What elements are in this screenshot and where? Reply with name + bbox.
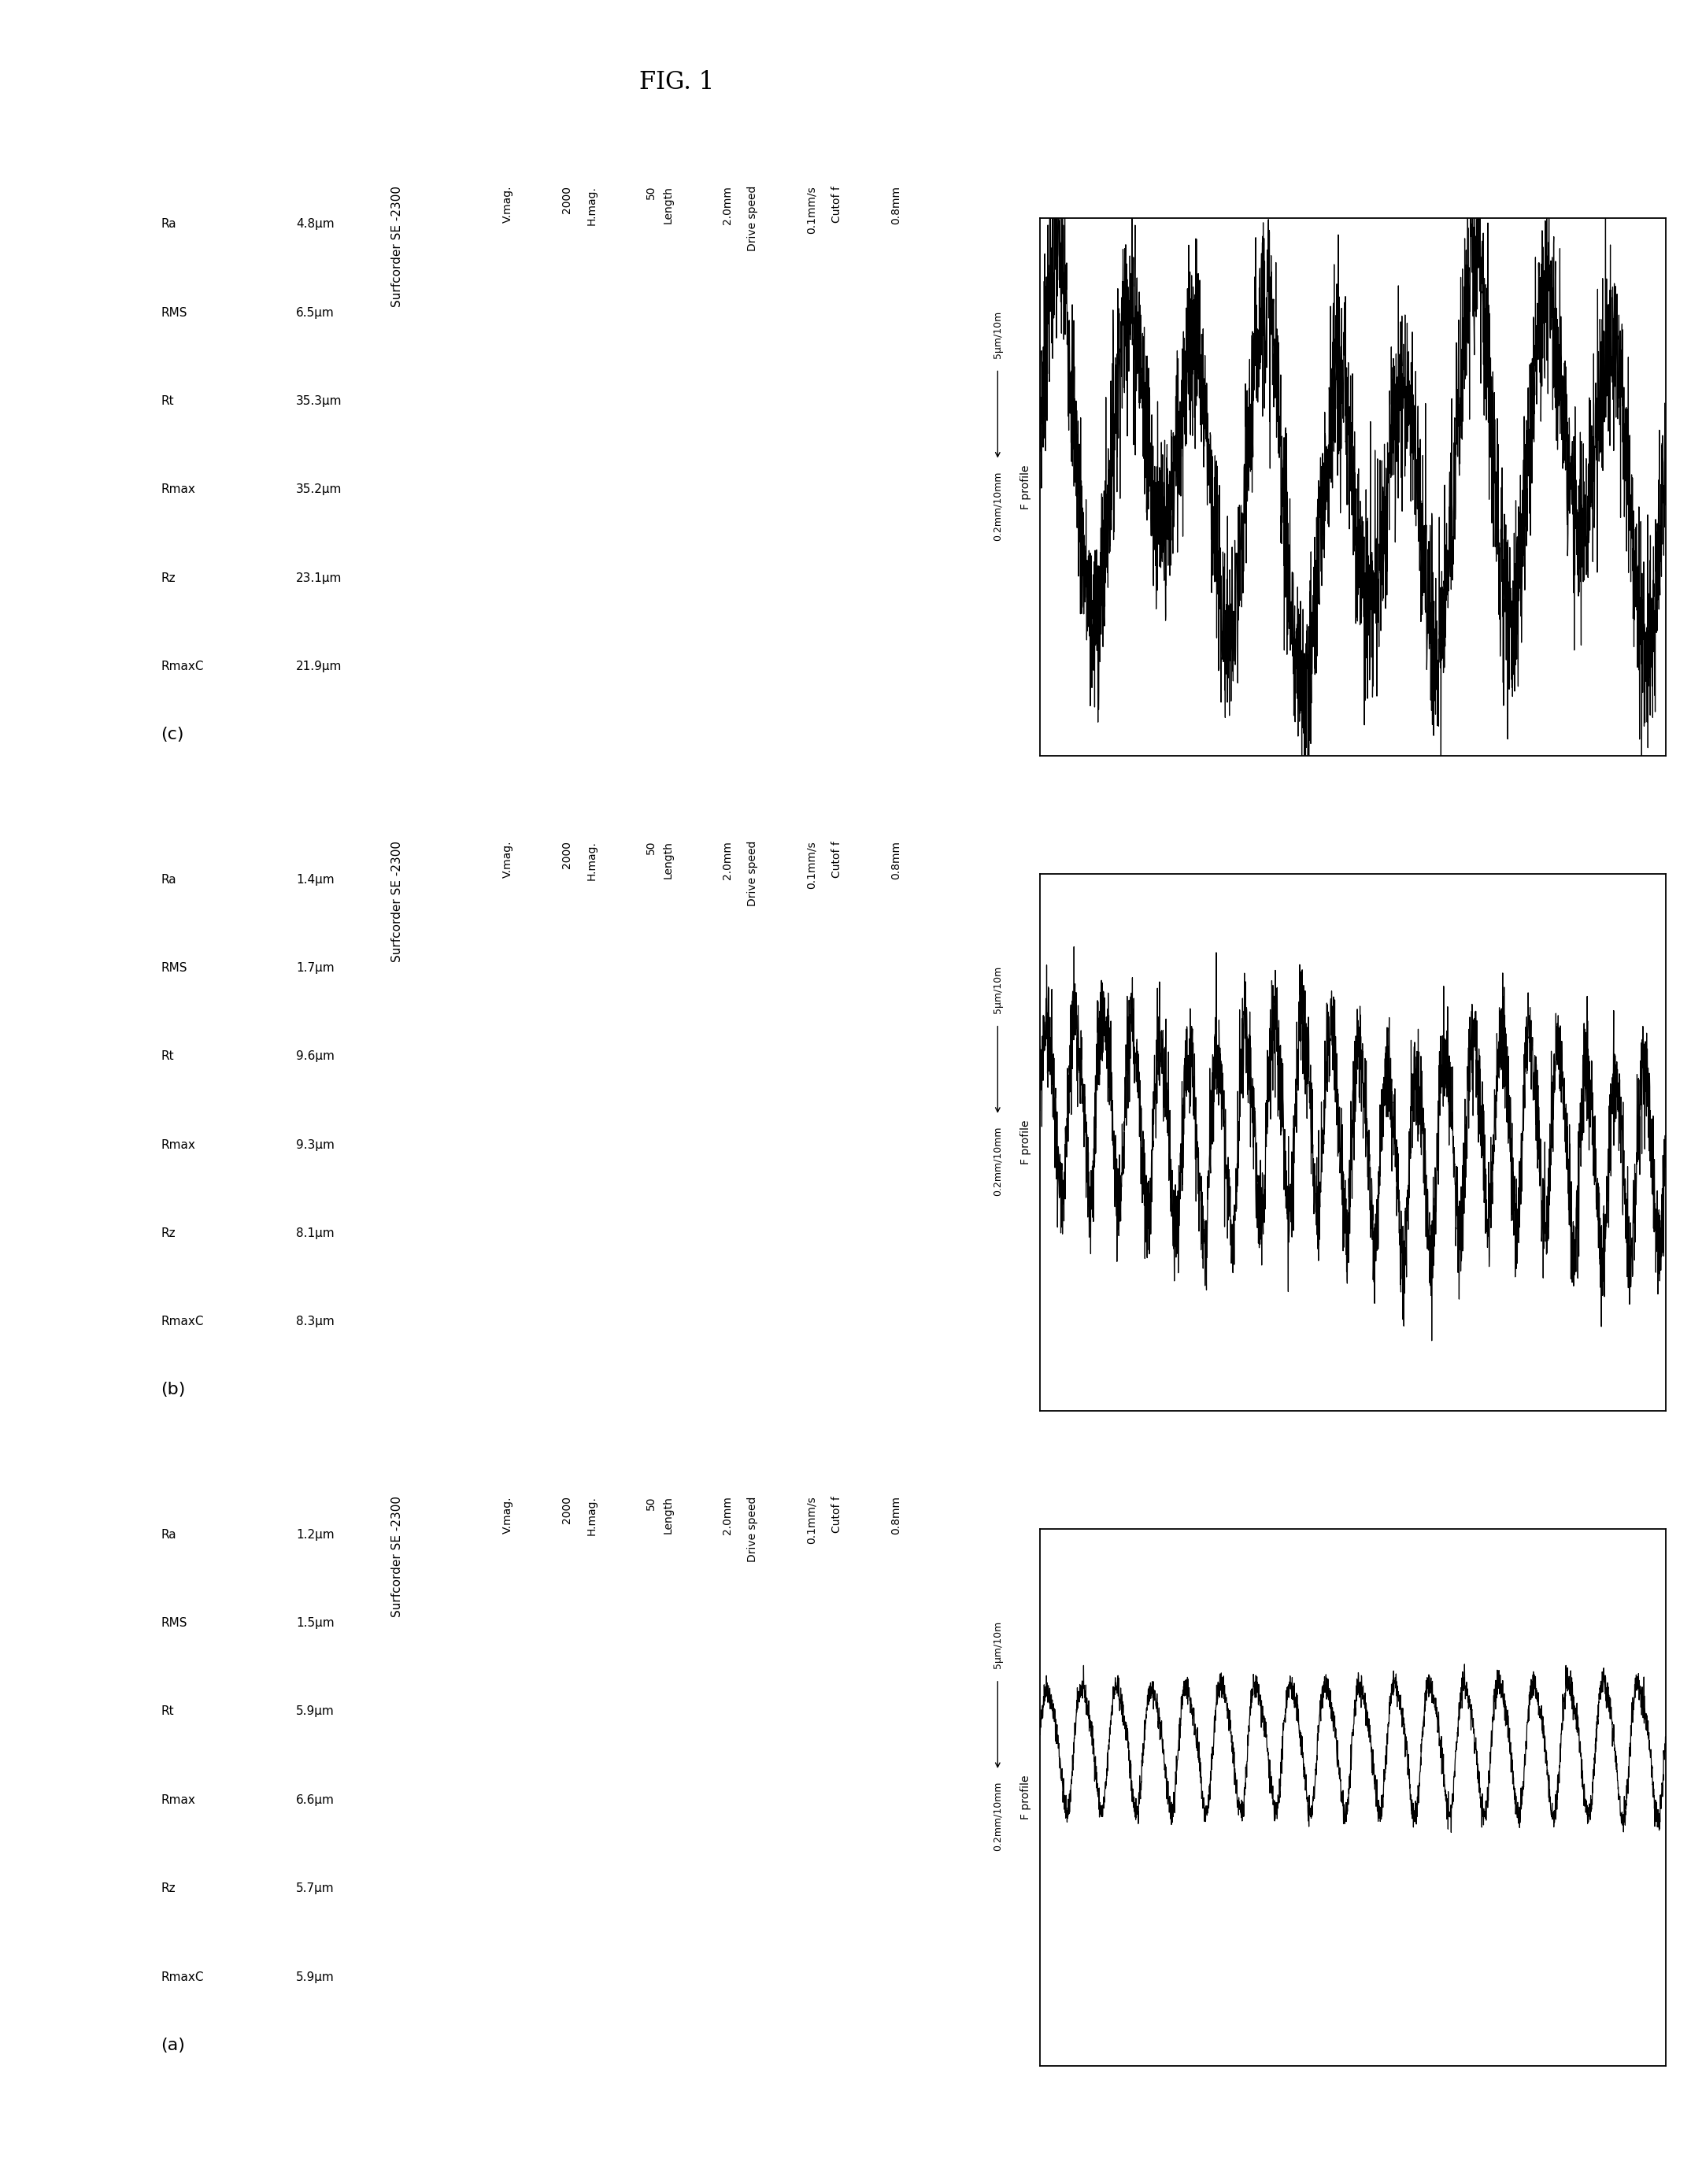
Text: 0.1mm/s: 0.1mm/s xyxy=(807,841,817,889)
Text: Rmax: Rmax xyxy=(161,1795,194,1806)
Text: Rt: Rt xyxy=(161,1706,174,1717)
Text: 2.0mm: 2.0mm xyxy=(722,1496,732,1535)
Text: Ra: Ra xyxy=(161,218,176,229)
Text: 9.6μm: 9.6μm xyxy=(296,1051,335,1061)
Text: 23.1μm: 23.1μm xyxy=(296,572,342,583)
Text: 1.5μm: 1.5μm xyxy=(296,1616,335,1629)
Text: Rt: Rt xyxy=(161,1051,174,1061)
Text: H.mag.: H.mag. xyxy=(587,1496,597,1535)
Text: 5μm/10m: 5μm/10m xyxy=(993,1621,1003,1669)
Text: Drive speed: Drive speed xyxy=(747,1496,758,1562)
Text: V.mag.: V.mag. xyxy=(502,841,512,878)
Text: 0.8mm: 0.8mm xyxy=(891,841,901,880)
Text: 5μm/10m: 5μm/10m xyxy=(993,965,1003,1013)
Text: Drive speed: Drive speed xyxy=(747,186,758,251)
Text: Surfcorder SE -2300: Surfcorder SE -2300 xyxy=(392,186,402,308)
Text: (b): (b) xyxy=(161,1382,186,1398)
Text: 9.3μm: 9.3μm xyxy=(296,1140,335,1151)
Text: Rmax: Rmax xyxy=(161,485,194,496)
Text: 0.1mm/s: 0.1mm/s xyxy=(807,1496,817,1544)
Text: V.mag.: V.mag. xyxy=(502,186,512,223)
Text: Rt: Rt xyxy=(161,395,174,406)
Text: Cutof f: Cutof f xyxy=(832,186,842,223)
Text: 0.2mm/10mm: 0.2mm/10mm xyxy=(993,1127,1003,1197)
Text: Rz: Rz xyxy=(161,1883,176,1894)
Text: 1.2μm: 1.2μm xyxy=(296,1529,335,1540)
Text: Rz: Rz xyxy=(161,572,176,583)
Text: 1.4μm: 1.4μm xyxy=(296,874,335,885)
Text: RMS: RMS xyxy=(161,1616,188,1629)
Text: Rz: Rz xyxy=(161,1227,176,1238)
Text: Cutof f: Cutof f xyxy=(832,841,842,878)
Text: 0.2mm/10mm: 0.2mm/10mm xyxy=(993,1782,1003,1852)
Text: 2000: 2000 xyxy=(561,841,572,869)
Text: RmaxC: RmaxC xyxy=(161,1315,203,1328)
Text: Length: Length xyxy=(663,1496,673,1533)
Text: 8.3μm: 8.3μm xyxy=(296,1315,335,1328)
Text: 6.6μm: 6.6μm xyxy=(296,1795,335,1806)
Text: V.mag.: V.mag. xyxy=(502,1496,512,1533)
Text: RMS: RMS xyxy=(161,308,188,319)
Text: Length: Length xyxy=(663,841,673,878)
Text: 5.7μm: 5.7μm xyxy=(296,1883,335,1894)
Text: 0.2mm/10mm: 0.2mm/10mm xyxy=(993,472,1003,542)
Text: 0.8mm: 0.8mm xyxy=(891,1496,901,1535)
Text: Rmax: Rmax xyxy=(161,1140,194,1151)
Text: 2000: 2000 xyxy=(561,1496,572,1524)
Text: RmaxC: RmaxC xyxy=(161,1972,203,1983)
Text: 2.0mm: 2.0mm xyxy=(722,841,732,880)
Text: 0.8mm: 0.8mm xyxy=(891,186,901,225)
Text: 2000: 2000 xyxy=(561,186,572,214)
Text: 1.7μm: 1.7μm xyxy=(296,963,335,974)
Text: F profile: F profile xyxy=(1020,465,1032,509)
Text: 5.9μm: 5.9μm xyxy=(296,1706,335,1717)
Text: Cutof f: Cutof f xyxy=(832,1496,842,1533)
Text: 5μm/10m: 5μm/10m xyxy=(993,310,1003,358)
Text: 50: 50 xyxy=(646,186,656,199)
Text: 50: 50 xyxy=(646,1496,656,1509)
Text: 2.0mm: 2.0mm xyxy=(722,186,732,225)
Text: F profile: F profile xyxy=(1020,1776,1032,1819)
Text: 4.8μm: 4.8μm xyxy=(296,218,335,229)
Text: H.mag.: H.mag. xyxy=(587,186,597,225)
Text: 21.9μm: 21.9μm xyxy=(296,660,342,673)
Text: F profile: F profile xyxy=(1020,1120,1032,1164)
Text: (a): (a) xyxy=(161,2038,184,2053)
Text: (c): (c) xyxy=(161,727,184,743)
Text: RmaxC: RmaxC xyxy=(161,660,203,673)
Text: 50: 50 xyxy=(646,841,656,854)
Text: Ra: Ra xyxy=(161,1529,176,1540)
Text: Surfcorder SE -2300: Surfcorder SE -2300 xyxy=(392,841,402,963)
Text: H.mag.: H.mag. xyxy=(587,841,597,880)
Text: Drive speed: Drive speed xyxy=(747,841,758,906)
Text: RMS: RMS xyxy=(161,963,188,974)
Text: 35.2μm: 35.2μm xyxy=(296,485,342,496)
Text: 35.3μm: 35.3μm xyxy=(296,395,342,406)
Text: Length: Length xyxy=(663,186,673,223)
Text: 0.1mm/s: 0.1mm/s xyxy=(807,186,817,234)
Text: Surfcorder SE -2300: Surfcorder SE -2300 xyxy=(392,1496,402,1618)
Text: 6.5μm: 6.5μm xyxy=(296,308,335,319)
Text: Ra: Ra xyxy=(161,874,176,885)
Text: 5.9μm: 5.9μm xyxy=(296,1972,335,1983)
Text: 8.1μm: 8.1μm xyxy=(296,1227,335,1238)
Text: FIG. 1: FIG. 1 xyxy=(639,70,714,94)
